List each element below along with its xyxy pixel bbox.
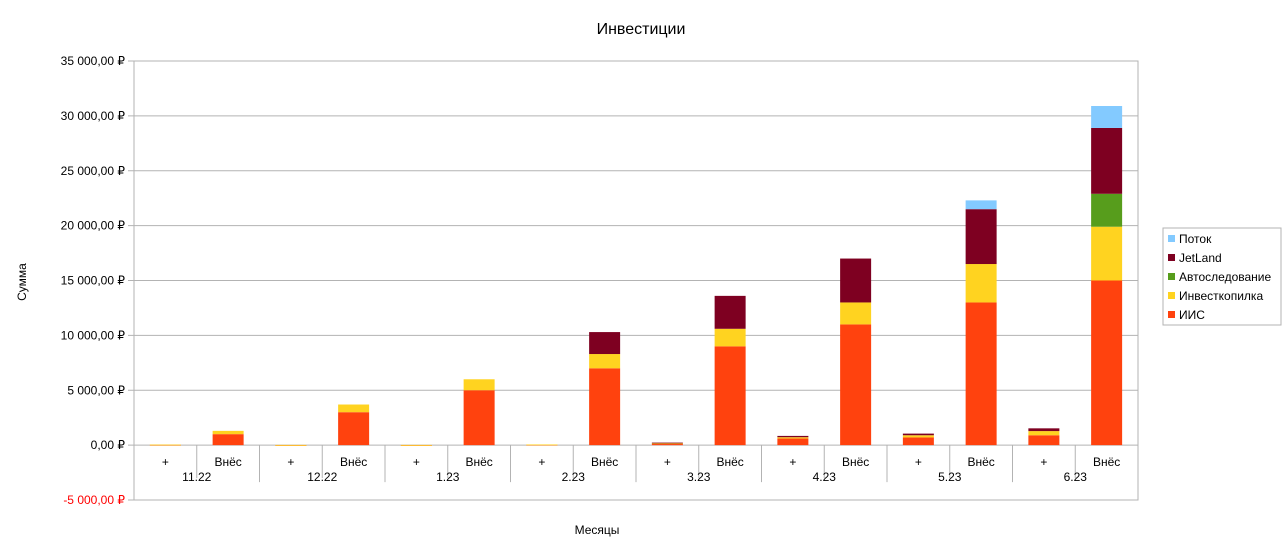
- bar-segment: [338, 404, 370, 413]
- subcategory-label: +: [664, 455, 671, 469]
- bar-segment: [651, 444, 683, 446]
- subcategory-label: +: [287, 455, 294, 469]
- bar-segment: [1028, 431, 1060, 436]
- bar-segment: [338, 412, 370, 446]
- subcategory-label: +: [915, 455, 922, 469]
- y-tick-label: -5 000,00 ₽: [63, 493, 125, 507]
- bar-segment: [651, 443, 683, 445]
- legend-swatch: [1168, 292, 1175, 299]
- legend-swatch: [1168, 273, 1175, 280]
- bar-segment: [714, 346, 746, 446]
- y-tick-label: 25 000,00 ₽: [61, 164, 126, 178]
- y-tick-label: 10 000,00 ₽: [61, 328, 126, 342]
- bars: [149, 105, 1123, 446]
- subcategory-label: Внёс: [214, 455, 241, 469]
- legend-label: JetLand: [1179, 251, 1222, 265]
- bar-segment: [714, 328, 746, 347]
- legend-swatch: [1168, 254, 1175, 261]
- bar-segment: [902, 435, 934, 438]
- y-axis-ticks: 35 000,00 ₽ 30 000,00 ₽ 25 000,00 ₽ 20 000,…: [61, 54, 126, 507]
- subcategory-label: Внёс: [1093, 455, 1120, 469]
- bar-segment: [777, 438, 809, 446]
- legend-swatch: [1168, 311, 1175, 318]
- bar-segment: [840, 258, 872, 303]
- bar-segment: [212, 434, 244, 446]
- subcategory-label: +: [1040, 455, 1047, 469]
- legend-swatch: [1168, 235, 1175, 242]
- group-label: 2.23: [562, 470, 586, 484]
- bar-segment: [589, 368, 621, 446]
- legend-label: ИИС: [1179, 308, 1205, 322]
- chart-title: Инвестиции: [597, 21, 686, 38]
- subcategory-label: Внёс: [465, 455, 492, 469]
- subcategory-label: +: [538, 455, 545, 469]
- bar-segment: [965, 209, 997, 265]
- bar-segment: [463, 390, 495, 446]
- bar-segment: [400, 444, 432, 446]
- bar-segment: [1091, 280, 1123, 446]
- y-tick-label: 0,00 ₽: [91, 438, 126, 452]
- bar-segment: [149, 444, 181, 446]
- y-tick-label: 35 000,00 ₽: [61, 54, 126, 68]
- bar-segment: [589, 332, 621, 355]
- group-label: 3.23: [687, 470, 711, 484]
- bar-segment: [965, 200, 997, 210]
- group-label: 4.23: [813, 470, 837, 484]
- bar-segment: [589, 354, 621, 369]
- group-label: 11.22: [182, 470, 211, 484]
- bar-segment: [1028, 428, 1060, 432]
- bar-segment: [902, 433, 934, 436]
- group-label: 12.22: [307, 470, 337, 484]
- bar-segment: [275, 444, 307, 446]
- group-label: 5.23: [938, 470, 962, 484]
- bar-segment: [902, 437, 934, 446]
- subcategory-label: Внёс: [591, 455, 618, 469]
- legend-label: Поток: [1179, 232, 1212, 246]
- subcategory-label: Внёс: [967, 455, 994, 469]
- subcategory-label: +: [162, 455, 169, 469]
- y-tick-label: 15 000,00 ₽: [61, 274, 126, 288]
- subcategory-label: Внёс: [842, 455, 869, 469]
- bar-segment: [463, 379, 495, 391]
- bar-segment: [777, 437, 809, 439]
- bar-segment: [840, 324, 872, 446]
- legend-label: Автоследование: [1179, 270, 1271, 284]
- subcategory-label: Внёс: [716, 455, 743, 469]
- bar-segment: [965, 264, 997, 303]
- group-label: 1.23: [436, 470, 460, 484]
- x-axis-title: Месяцы: [575, 523, 620, 537]
- group-label: 6.23: [1064, 470, 1088, 484]
- subcategory-label: +: [789, 455, 796, 469]
- legend: Поток JetLand Автоследование Инвесткопилка И…: [1162, 227, 1282, 326]
- bar-segment: [840, 302, 872, 325]
- bar-segment: [1091, 193, 1123, 227]
- bar-segment: [1091, 127, 1123, 194]
- y-tick-label: 20 000,00 ₽: [61, 219, 126, 233]
- bar-segment: [1091, 226, 1123, 281]
- bar-segment: [1091, 105, 1123, 128]
- bar-segment: [965, 302, 997, 446]
- bar-segment: [526, 444, 558, 446]
- legend-label: Инвесткопилка: [1179, 289, 1263, 303]
- y-tick-label: 5 000,00 ₽: [67, 383, 125, 397]
- y-axis-title: Сумма: [15, 263, 29, 301]
- legend-box: [1162, 227, 1282, 326]
- bar-segment: [777, 435, 809, 438]
- bar-segment: [212, 430, 244, 435]
- y-tick-label: 30 000,00 ₽: [61, 109, 126, 123]
- bar-segment: [714, 295, 746, 329]
- bar-segment: [1028, 435, 1060, 446]
- subcategory-label: Внёс: [340, 455, 367, 469]
- bar-segment: [651, 442, 683, 444]
- subcategory-label: +: [413, 455, 420, 469]
